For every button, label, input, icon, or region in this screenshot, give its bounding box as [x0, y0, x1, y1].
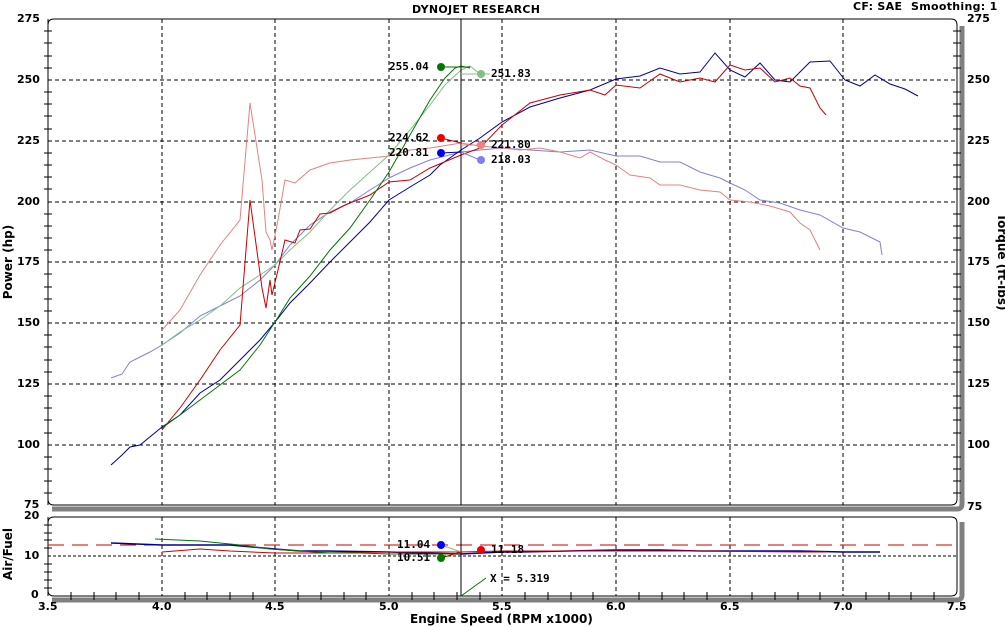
label-blue-af: 11.04 [397, 538, 431, 551]
y-tick-75: 75 [24, 498, 40, 511]
y-tick-200: 200 [17, 195, 40, 208]
y-tick-175: 175 [17, 255, 40, 268]
label-red-af: 11.18 [491, 543, 525, 556]
right-axis-ticks [953, 30, 961, 494]
marker-red-af [477, 546, 485, 554]
x-tick-7.5: 7.5 [947, 600, 967, 613]
y2-tick-125: 125 [967, 377, 990, 390]
y-tick-150: 150 [17, 316, 40, 329]
x-tick-4.5: 4.5 [265, 600, 285, 613]
y2-tick-275: 275 [967, 12, 990, 25]
marker-blue-torque [477, 156, 485, 164]
y2-tick-225: 225 [967, 134, 990, 147]
run2-afr-curve [161, 548, 826, 554]
marker-red-power [437, 134, 445, 142]
run2-power-curve [161, 64, 827, 431]
run1-power-curve [110, 52, 919, 466]
af-tick-20: 20 [24, 509, 40, 522]
x-tick-6.5: 6.5 [720, 600, 740, 613]
label-green-power: 255.04 [389, 60, 429, 73]
y2-tick-150: 150 [967, 316, 990, 329]
marker-green-torque [477, 70, 485, 78]
main-plot-panel [44, 18, 965, 512]
y-tick-225: 225 [17, 134, 40, 147]
cursor-x-label: X = 5.319 [490, 572, 550, 585]
y-tick-125: 125 [17, 377, 40, 390]
y2-tick-75: 75 [967, 500, 983, 513]
label-red-torque: 221.80 [491, 138, 531, 151]
y-tick-100: 100 [17, 438, 40, 451]
label-blue-power: 220.81 [389, 146, 429, 159]
left-axis-ticks [44, 19, 52, 505]
x-tick-4.0: 4.0 [152, 600, 172, 613]
x-axis-ticks [70, 592, 935, 600]
marker-blue-power [437, 149, 445, 157]
x-axis-label: Engine Speed (RPM x1000) [410, 612, 593, 626]
x-tick-5.0: 5.0 [379, 600, 399, 613]
smoothing-setting: Smoothing: 1 [911, 0, 998, 13]
label-green-af: 10.51 [397, 551, 431, 564]
marker-red-torque [477, 141, 485, 149]
marker-blue-af [437, 541, 445, 549]
y2-tick-175: 175 [967, 255, 990, 268]
run3-power-curve [161, 65, 471, 429]
air-fuel-panel [44, 516, 965, 603]
y2-tick-200: 200 [967, 195, 990, 208]
run3-afr-curve [154, 538, 461, 555]
label-blue-torque: 218.03 [491, 153, 531, 166]
chart-title: DYNOJET RESEARCH [412, 3, 541, 16]
correction-factor: CF: SAE [853, 0, 903, 13]
y2-tick-100: 100 [967, 438, 990, 451]
y2-tick-250: 250 [967, 73, 990, 86]
y-tick-275: 275 [17, 12, 40, 25]
x-tick-3.5: 3.5 [38, 600, 58, 613]
af-tick-10: 10 [24, 549, 40, 562]
x-tick-5.5: 5.5 [492, 600, 512, 613]
grid-horizontal [48, 79, 957, 446]
x-tick-7.0: 7.0 [833, 600, 853, 613]
marker-green-power [437, 63, 445, 71]
label-red-power: 224.62 [389, 131, 429, 144]
run3-torque-curve [161, 65, 490, 346]
label-green-torque: 251.83 [491, 67, 531, 80]
x-tick-6.0: 6.0 [606, 600, 626, 613]
af-tick-0: 0 [31, 588, 39, 601]
y-tick-250: 250 [17, 73, 40, 86]
marker-green-af [437, 554, 445, 562]
